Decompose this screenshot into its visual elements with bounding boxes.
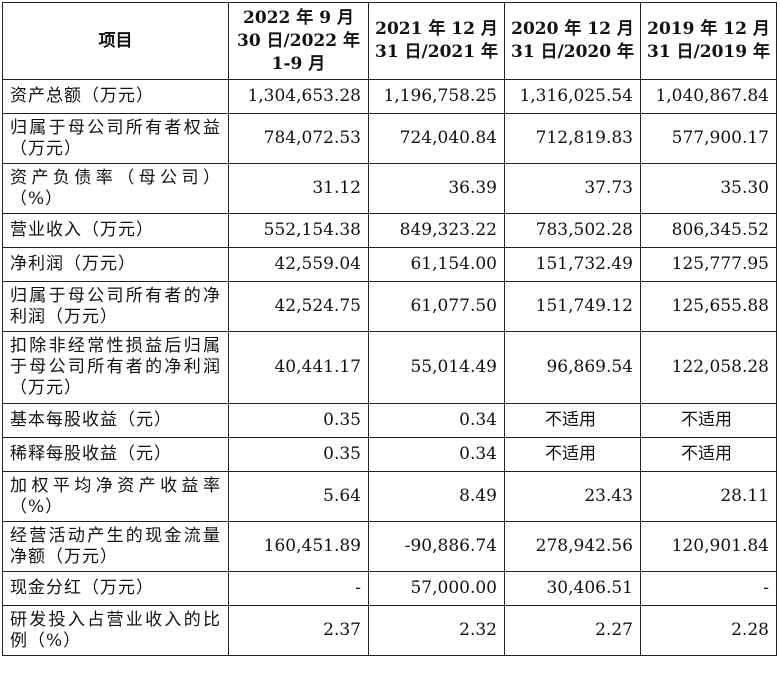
table-row: 研发投入占营业收入的比例（%） 2.37 2.32 2.27 2.28 — [2, 605, 777, 656]
cell-value: 不适用 — [640, 403, 777, 438]
cell-value: 783,502.28 — [504, 213, 641, 248]
cell-value: 1,304,653.28 — [228, 79, 369, 114]
cell-value: 61,077.50 — [368, 281, 505, 332]
cell-value: 2.27 — [504, 605, 641, 656]
table-row: 营业收入（万元） 552,154.38 849,323.22 783,502.2… — [2, 213, 777, 248]
cell-value: 55,014.49 — [368, 331, 505, 404]
table-row: 稀释每股收益（元） 0.35 0.34 不适用 不适用 — [2, 437, 777, 472]
cell-value: 0.35 — [228, 403, 369, 438]
table-row: 基本每股收益（元） 0.35 0.34 不适用 不适用 — [2, 403, 777, 438]
header-col-2019-line-1: 2019 年 12 月 — [647, 19, 770, 39]
cell-value: 57,000.00 — [368, 571, 505, 606]
row-label: 营业收入（万元） — [2, 213, 229, 248]
header-col-2021-line-2: 31 日/2021 年 — [374, 42, 499, 62]
header-col-2020-line-1: 2020 年 12 月 — [511, 19, 634, 39]
header-col-2020-line-2: 31 日/2020 年 — [510, 42, 635, 62]
cell-value: 30,406.51 — [504, 571, 641, 606]
cell-value: 122,058.28 — [640, 331, 777, 404]
header-col-2022-line-2: 30 日/2022 年 — [236, 30, 361, 51]
cell-value: 2.28 — [640, 605, 777, 656]
cell-value: 125,777.95 — [640, 247, 777, 282]
row-label: 现金分红（万元） — [2, 571, 229, 606]
cell-value: 不适用 — [640, 437, 777, 472]
cell-value: 0.34 — [368, 403, 505, 438]
cell-value: 0.34 — [368, 437, 505, 472]
cell-value: 2.32 — [368, 605, 505, 656]
header-col-2022-line-1: 2022 年 9 月 — [243, 7, 354, 28]
cell-value: - — [228, 571, 369, 606]
row-label: 资产负债率（母公司）（%） — [2, 163, 229, 214]
cell-value: 712,819.83 — [504, 113, 641, 164]
cell-value: 42,559.04 — [228, 247, 369, 282]
cell-value: 151,749.12 — [504, 281, 641, 332]
table-header-row: 项目 2022 年 9 月 30 日/2022 年 1-9 月 2021 年 1… — [2, 2, 777, 80]
cell-value: 577,900.17 — [640, 113, 777, 164]
table-row: 加权平均净资产收益率（%） 5.64 8.49 23.43 28.11 — [2, 471, 777, 522]
cell-value: 849,323.22 — [368, 213, 505, 248]
cell-value: 40,441.17 — [228, 331, 369, 404]
table-row: 扣除非经常性损益后归属于母公司所有者的净利润（万元） 40,441.17 55,… — [2, 331, 777, 404]
cell-value: 724,040.84 — [368, 113, 505, 164]
header-col-2022-line-3: 1-9 月 — [271, 53, 326, 74]
table-row: 归属于母公司所有者权益（万元） 784,072.53 724,040.84 71… — [2, 113, 777, 164]
table-row: 现金分红（万元） - 57,000.00 30,406.51 - — [2, 571, 777, 606]
cell-value: 1,316,025.54 — [504, 79, 641, 114]
cell-value: 120,901.84 — [640, 521, 777, 572]
row-label: 经营活动产生的现金流量净额（万元） — [2, 521, 229, 572]
row-label: 基本每股收益（元） — [2, 403, 229, 438]
cell-value: 1,196,758.25 — [368, 79, 505, 114]
cell-value: 806,345.52 — [640, 213, 777, 248]
cell-value: 125,655.88 — [640, 281, 777, 332]
cell-value: 35.30 — [640, 163, 777, 214]
row-label: 资产总额（万元） — [2, 79, 229, 114]
financial-data-table: 项目 2022 年 9 月 30 日/2022 年 1-9 月 2021 年 1… — [2, 2, 777, 656]
table-row: 归属于母公司所有者的净利润（万元） 42,524.75 61,077.50 15… — [2, 281, 777, 332]
header-col-2021: 2021 年 12 月 31 日/2021 年 — [368, 2, 505, 80]
row-label: 加权平均净资产收益率（%） — [2, 471, 229, 522]
cell-value: 0.35 — [228, 437, 369, 472]
cell-value: 42,524.75 — [228, 281, 369, 332]
cell-value: 278,942.56 — [504, 521, 641, 572]
cell-value: 96,869.54 — [504, 331, 641, 404]
cell-value: - — [640, 571, 777, 606]
table-row: 资产总额（万元） 1,304,653.28 1,196,758.25 1,316… — [2, 79, 777, 114]
cell-value: 552,154.38 — [228, 213, 369, 248]
row-label: 归属于母公司所有者权益（万元） — [2, 113, 229, 164]
cell-value: 31.12 — [228, 163, 369, 214]
cell-value: 不适用 — [504, 437, 641, 472]
row-label: 研发投入占营业收入的比例（%） — [2, 605, 229, 656]
row-label: 稀释每股收益（元） — [2, 437, 229, 472]
cell-value: 1,040,867.84 — [640, 79, 777, 114]
cell-value: 151,732.49 — [504, 247, 641, 282]
row-label: 扣除非经常性损益后归属于母公司所有者的净利润（万元） — [2, 331, 229, 404]
cell-value: 5.64 — [228, 471, 369, 522]
table-row: 资产负债率（母公司）（%） 31.12 36.39 37.73 35.30 — [2, 163, 777, 214]
cell-value: 37.73 — [504, 163, 641, 214]
header-col-2022: 2022 年 9 月 30 日/2022 年 1-9 月 — [228, 2, 369, 80]
header-item: 项目 — [2, 2, 229, 80]
cell-value: 61,154.00 — [368, 247, 505, 282]
cell-value: 160,451.89 — [228, 521, 369, 572]
cell-value: 2.37 — [228, 605, 369, 656]
cell-value: 8.49 — [368, 471, 505, 522]
header-col-2019-line-2: 31 日/2019 年 — [646, 42, 771, 62]
row-label: 净利润（万元） — [2, 247, 229, 282]
row-label: 归属于母公司所有者的净利润（万元） — [2, 281, 229, 332]
table-row: 经营活动产生的现金流量净额（万元） 160,451.89 -90,886.74 … — [2, 521, 777, 572]
cell-value: 784,072.53 — [228, 113, 369, 164]
cell-value: 不适用 — [504, 403, 641, 438]
header-col-2020: 2020 年 12 月 31 日/2020 年 — [504, 2, 641, 80]
cell-value: 36.39 — [368, 163, 505, 214]
cell-value: 23.43 — [504, 471, 641, 522]
cell-value: -90,886.74 — [368, 521, 505, 572]
header-col-2021-line-1: 2021 年 12 月 — [375, 19, 498, 39]
header-col-2019: 2019 年 12 月 31 日/2019 年 — [640, 2, 777, 80]
cell-value: 28.11 — [640, 471, 777, 522]
table-row: 净利润（万元） 42,559.04 61,154.00 151,732.49 1… — [2, 247, 777, 282]
